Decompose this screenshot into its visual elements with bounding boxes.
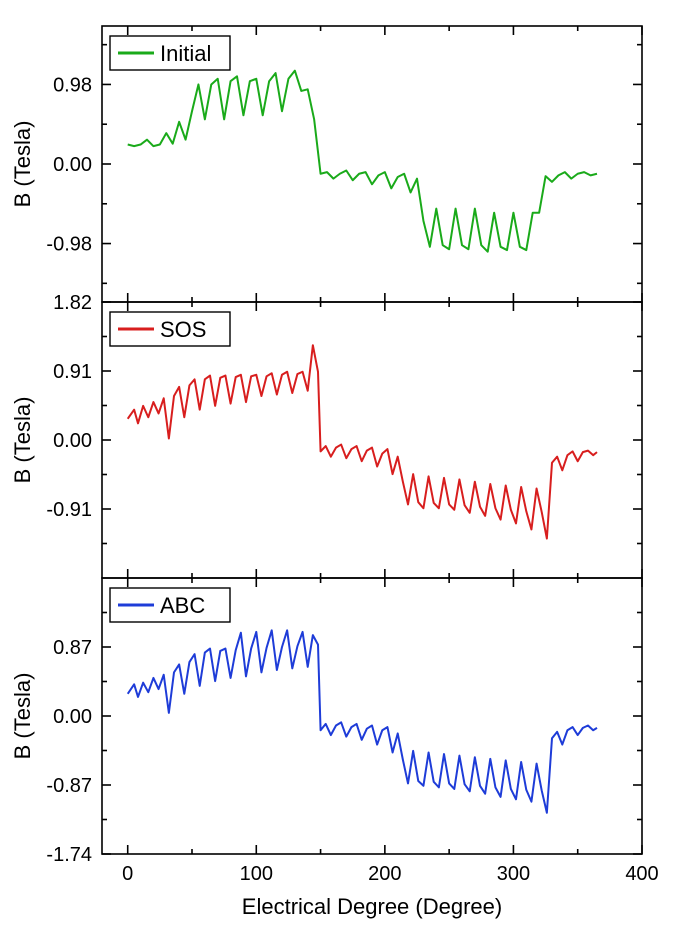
xtick-label: 300 xyxy=(497,863,530,885)
figure: -0.98 0.00 0.98 B (Tesla) Initial -0.91 0.00 0.… xyxy=(0,0,685,936)
ytick-label: 0.98 xyxy=(53,74,92,96)
y-axis-label: B (Tesla) xyxy=(10,673,35,760)
ytick-label: 0.00 xyxy=(53,706,92,728)
ytick-label: 0.00 xyxy=(53,154,92,176)
xtick-label: 200 xyxy=(368,863,401,885)
legend-label: ABC xyxy=(160,593,205,618)
ytick-label: 0.91 xyxy=(53,361,92,383)
legend-label: SOS xyxy=(160,317,206,342)
xtick-label: 0 xyxy=(122,863,133,885)
y-axis-label: B (Tesla) xyxy=(10,121,35,208)
ytick-label: -0.98 xyxy=(46,234,92,256)
ytick-label: -0.91 xyxy=(46,499,92,521)
x-axis-label: Electrical Degree (Degree) xyxy=(242,894,502,919)
ytick-label: 0.87 xyxy=(53,637,92,659)
ytick-label: 1.82 xyxy=(53,292,92,314)
chart-svg: -0.98 0.00 0.98 B (Tesla) Initial -0.91 0.00 0.… xyxy=(0,0,685,936)
ytick-label: -1.74 xyxy=(46,844,92,866)
legend-label: Initial xyxy=(160,41,211,66)
y-axis-label: B (Tesla) xyxy=(10,397,35,484)
xtick-label: 400 xyxy=(625,863,658,885)
ytick-label: 0.00 xyxy=(53,430,92,452)
ytick-label: -0.87 xyxy=(46,775,92,797)
xtick-label: 100 xyxy=(240,863,273,885)
